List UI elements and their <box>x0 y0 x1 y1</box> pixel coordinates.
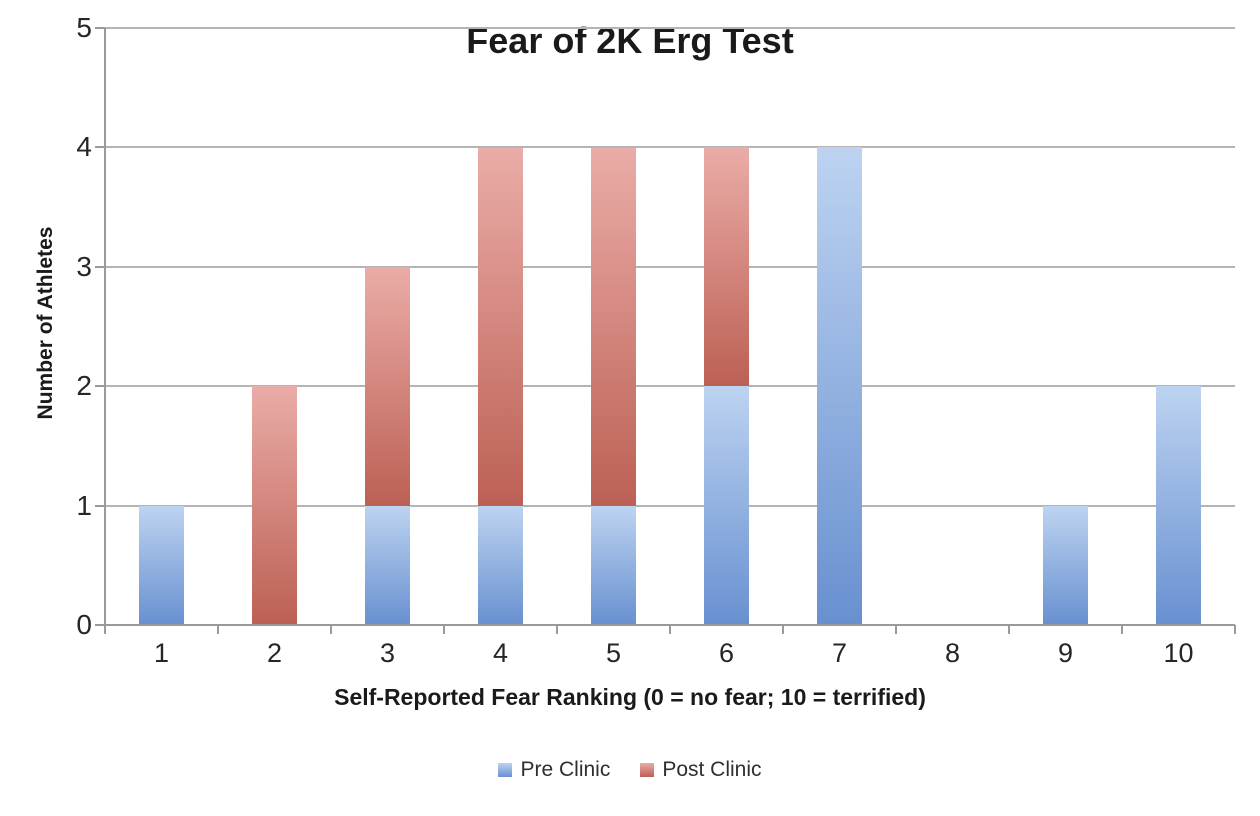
bar-segment-post-clinic <box>704 147 749 386</box>
x-category-label: 9 <box>1057 638 1074 668</box>
bar-segment-post-clinic <box>252 386 297 625</box>
y-tick-label: 5 <box>76 12 92 43</box>
bar-segment-pre-clinic <box>817 147 862 625</box>
x-tick <box>556 625 558 634</box>
x-category-label: 3 <box>379 638 396 668</box>
bar-segment-pre-clinic <box>478 506 523 625</box>
chart-title: Fear of 2K Erg Test <box>466 20 794 61</box>
x-tick <box>217 625 219 634</box>
x-category-label: 2 <box>266 638 283 668</box>
x-tick <box>104 625 106 634</box>
gridline <box>105 265 1235 268</box>
y-axis-title: Number of Athletes <box>34 226 57 420</box>
y-axis-line <box>104 28 106 626</box>
y-tick <box>95 265 105 268</box>
bar-stack <box>1043 28 1088 625</box>
x-category-label: 7 <box>831 638 848 668</box>
x-axis-title: Self-Reported Fear Ranking (0 = no fear;… <box>334 684 926 710</box>
x-category-label: 4 <box>492 638 509 668</box>
bar-segment-pre-clinic <box>1156 386 1201 625</box>
y-tick <box>95 27 105 29</box>
bar-segment-post-clinic <box>478 148 523 506</box>
bar-stack <box>704 28 749 625</box>
y-tick-label: 2 <box>76 370 92 402</box>
bar-stack <box>1156 28 1201 625</box>
y-tick <box>95 504 105 507</box>
x-category-label: 1 <box>153 638 170 668</box>
bar-segment-pre-clinic <box>591 506 636 625</box>
bar-stack <box>478 28 523 625</box>
bar-segment-pre-clinic <box>704 386 749 625</box>
x-category-label: 10 <box>1163 638 1194 668</box>
y-tick <box>95 146 105 149</box>
y-tick-label: 4 <box>76 131 92 163</box>
bar-segment-post-clinic <box>591 148 636 506</box>
y-tick-label: 0 <box>76 609 92 640</box>
bar-stack <box>930 28 975 625</box>
x-tick <box>782 625 784 634</box>
legend-item-pre-clinic: Pre Clinic <box>498 758 610 782</box>
bar-segment-pre-clinic <box>365 506 410 625</box>
x-tick <box>443 625 445 634</box>
pre-clinic-swatch-icon <box>498 763 513 777</box>
y-tick-label: 1 <box>76 489 92 521</box>
legend-label-post-clinic: Post Clinic <box>662 758 762 781</box>
bar-stack <box>252 28 297 625</box>
x-tick <box>895 625 897 634</box>
x-tick <box>1234 625 1236 634</box>
gridline <box>105 504 1235 507</box>
gridline <box>105 385 1235 388</box>
x-tick <box>1121 625 1123 634</box>
x-tick <box>1008 625 1010 634</box>
x-category-label: 6 <box>718 638 735 668</box>
x-category-label: 5 <box>605 638 622 668</box>
legend-label-pre-clinic: Pre Clinic <box>520 758 611 781</box>
bar-stack <box>817 28 862 625</box>
bar-stack <box>139 28 184 625</box>
post-clinic-swatch-icon <box>640 763 655 777</box>
bar-stack <box>365 28 410 625</box>
y-tick-label: 3 <box>76 250 92 282</box>
bar-segment-post-clinic <box>365 267 410 506</box>
bar-stack <box>591 28 636 625</box>
y-tick <box>95 624 105 626</box>
y-tick <box>95 385 105 388</box>
bar-segment-pre-clinic <box>139 506 184 625</box>
x-category-label: 8 <box>944 638 961 668</box>
legend: Pre Clinic Post Clinic <box>0 758 1260 782</box>
legend-item-post-clinic: Post Clinic <box>640 758 762 782</box>
x-tick <box>669 625 671 634</box>
x-tick <box>330 625 332 634</box>
gridline <box>105 27 1235 29</box>
gridline <box>105 146 1235 149</box>
bar-segment-pre-clinic <box>1043 506 1088 625</box>
